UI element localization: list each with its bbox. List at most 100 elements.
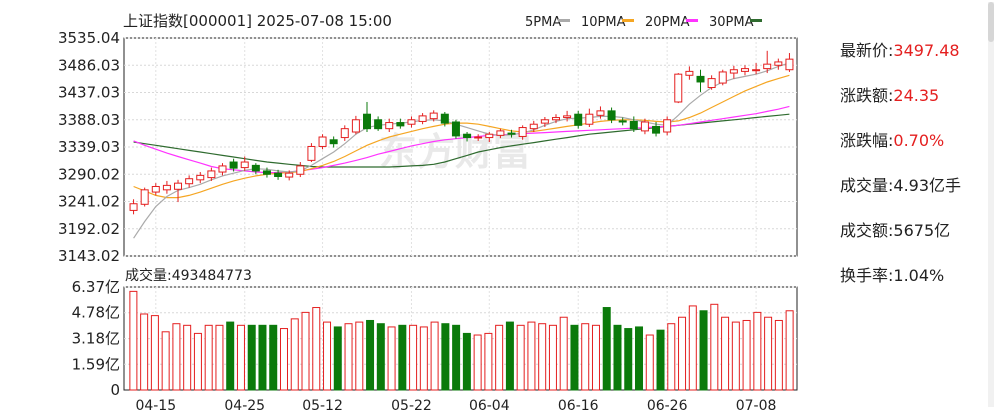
chart-title: 上证指数[000001] 2025-07-08 15:00 (123, 12, 392, 30)
volume-bar (570, 324, 579, 391)
volume-bar (366, 319, 375, 391)
candle-body (218, 165, 227, 173)
volume-bar (527, 321, 536, 391)
watermark: 东方财富 (379, 130, 531, 174)
candle-body (663, 119, 672, 133)
ma-legend-label: 30PMA (709, 15, 754, 30)
ma-legend-label: 5PMA (525, 15, 561, 30)
volume-bar (667, 323, 676, 391)
volume-bar (344, 323, 353, 391)
grid (123, 37, 798, 391)
candle-body (307, 145, 316, 161)
volume-bar (236, 324, 245, 391)
volume-bar (710, 303, 719, 391)
volume-bar (247, 324, 256, 391)
change-pct-row: 涨跌幅:0.70% (840, 127, 944, 151)
volume-value: 4.93亿手 (893, 176, 962, 195)
amount-label: 成交额: (840, 221, 894, 240)
candle-body (162, 184, 171, 191)
turnover-label: 换手率: (840, 266, 894, 285)
price-tick-label: 3486.03 (58, 56, 120, 74)
candle-body (340, 128, 349, 139)
volume-bar (172, 323, 181, 391)
volume-bar (774, 319, 783, 391)
volume-bar (193, 332, 202, 391)
volume-bar (613, 324, 622, 391)
volume-bar (559, 316, 568, 391)
scrollbar[interactable] (988, 2, 994, 407)
candle-body (174, 182, 183, 190)
scrollbar-thumb[interactable] (988, 2, 994, 42)
candle-body (507, 132, 516, 135)
candle-body (652, 125, 661, 134)
volume-bar (140, 313, 149, 391)
candle-body (129, 203, 138, 211)
date-tick-label: 04-25 (224, 398, 265, 414)
candle-body (196, 174, 205, 181)
volume-bar (183, 324, 192, 391)
date-tick-label: 05-22 (391, 398, 432, 414)
candle-body (429, 112, 438, 120)
ma-legend-label: 20PMA (645, 15, 690, 30)
ma5-line (133, 62, 790, 239)
candle-body (563, 115, 572, 119)
candle-body (407, 119, 416, 125)
ma-legend-swatch (558, 19, 570, 22)
volume-bar (398, 324, 407, 391)
candle-body (607, 110, 616, 121)
amount-row: 成交额:5675亿 (840, 217, 950, 241)
candle-body (329, 139, 338, 145)
candle-body (696, 75, 705, 83)
candle-body (418, 115, 427, 122)
date-tick-label: 05-12 (302, 398, 343, 414)
candle-body (629, 120, 638, 130)
candle-body (640, 121, 649, 132)
candle-body (251, 164, 260, 172)
volume-bar (441, 323, 450, 391)
volume-tick-label: 0 (110, 381, 120, 399)
price-tick-label: 3143.02 (58, 247, 120, 265)
candle-body (463, 133, 472, 139)
candle-body (752, 69, 761, 72)
ma10-line (133, 74, 790, 199)
last-price-value: 3497.48 (893, 41, 960, 60)
volume-label: 成交量: (840, 176, 894, 195)
volume-bar (204, 324, 213, 391)
volume-tick-label: 3.18亿 (72, 330, 120, 348)
candle-body (351, 119, 360, 133)
volume-bar (505, 321, 514, 391)
candle-body (518, 127, 527, 137)
candle-body (207, 170, 216, 179)
volume-bar (764, 316, 773, 391)
volume-bar (333, 326, 342, 391)
volume-bar (279, 328, 288, 391)
volume-bar (462, 332, 471, 391)
volume-bar (581, 323, 590, 391)
price-tick-label: 3339.03 (58, 138, 120, 156)
price-tick-label: 3535.04 (58, 29, 120, 47)
candle-body (707, 78, 716, 89)
candle-body (385, 122, 394, 130)
candle-body (296, 165, 305, 175)
candle-body (474, 136, 483, 139)
candle-body (729, 69, 738, 74)
volume-bar (678, 316, 687, 391)
volume-bar (656, 329, 665, 391)
price-tick-label: 3290.02 (58, 165, 120, 183)
volume-bar (376, 323, 385, 391)
candle-body (574, 113, 583, 126)
volume-bar (785, 310, 794, 391)
candle-body (363, 113, 372, 130)
candle-body (674, 73, 683, 103)
volume-bar (602, 307, 611, 391)
volume-bar (591, 324, 600, 391)
change-label: 涨跌额: (840, 86, 894, 105)
candle-body (540, 119, 549, 124)
volume-bar (624, 328, 633, 391)
candle-body (151, 185, 160, 193)
volume-bar (731, 321, 740, 391)
candle-body (774, 61, 783, 66)
price-tick-label: 3388.03 (58, 111, 120, 129)
candle-body (285, 172, 294, 178)
volume-bar (548, 324, 557, 391)
